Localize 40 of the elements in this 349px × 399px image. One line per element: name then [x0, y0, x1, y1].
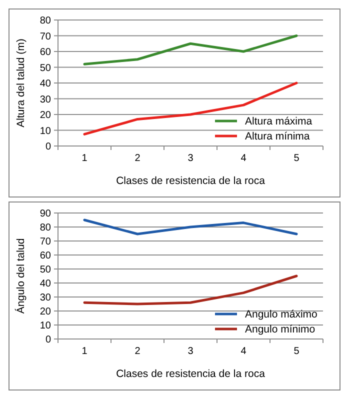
x-axis-title: Clases de resistencia de la roca — [116, 368, 266, 380]
x-tick-label: 4 — [240, 346, 247, 357]
y-tick-label: 0 — [45, 334, 52, 346]
y-tick-label: 10 — [40, 126, 52, 137]
line-series — [83, 218, 298, 236]
legend-label: Angulo mínimo — [245, 324, 316, 336]
y-tick-label: 80 — [40, 16, 52, 26]
line-series — [83, 34, 298, 66]
x-tick-label: 5 — [294, 153, 300, 164]
x-tick-label: 4 — [240, 153, 247, 164]
y-tick-label: 70 — [40, 236, 52, 248]
legend-label: Altura mínima — [245, 130, 310, 143]
x-tick-label: 5 — [294, 346, 300, 357]
y-tick-label: 40 — [40, 278, 52, 290]
y-tick-label: 60 — [40, 250, 52, 262]
x-tick-label: 3 — [188, 153, 194, 164]
legend-label: Altura máxima — [245, 116, 312, 128]
y-tick-label: 60 — [40, 47, 52, 58]
y-tick-label: 80 — [40, 222, 52, 234]
y-tick-label: 50 — [40, 264, 52, 276]
y-tick-label: 20 — [40, 306, 52, 318]
x-tick-label: 1 — [82, 346, 88, 357]
x-tick-label: 3 — [188, 346, 194, 357]
x-tick-label: 2 — [134, 346, 141, 357]
y-tick-label: 20 — [40, 110, 52, 121]
legend-label: Angulo máximo — [245, 308, 318, 321]
line-series — [83, 274, 298, 306]
x-tick-label: 1 — [82, 153, 88, 164]
y-tick-label: 10 — [40, 320, 52, 332]
y-tick-label: 90 — [40, 208, 52, 220]
y-tick-label: 30 — [40, 292, 52, 304]
y-tick-label: 50 — [40, 62, 52, 74]
y-tick-label: 0 — [45, 142, 52, 152]
x-axis-title: Clases de resistencia de la roca — [116, 175, 266, 187]
y-tick-label: 30 — [40, 94, 52, 106]
x-tick-label: 2 — [134, 153, 141, 164]
y-axis-title: Altura del talud (m) — [15, 38, 27, 128]
y-axis-title: Ángulo del talud — [14, 238, 27, 314]
y-tick-label: 40 — [40, 78, 52, 90]
y-tick-label: 70 — [40, 31, 52, 42]
